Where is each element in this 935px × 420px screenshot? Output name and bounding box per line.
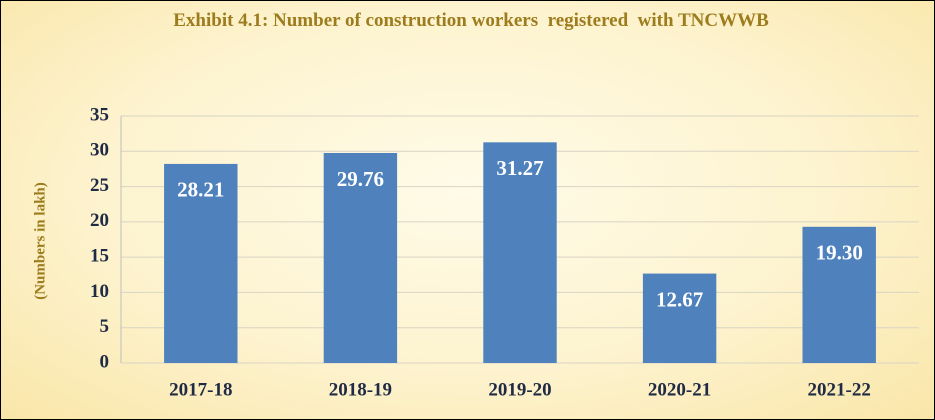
- data-label: 29.76: [337, 167, 384, 191]
- y-tick-label: 25: [90, 175, 109, 196]
- x-tick-label: 2021-22: [808, 379, 871, 400]
- y-tick-label: 20: [90, 210, 109, 231]
- bar: [323, 152, 398, 363]
- x-tick-label: 2019-20: [488, 379, 551, 400]
- data-label: 28.21: [177, 178, 224, 202]
- x-tick-label: 2020-21: [648, 379, 711, 400]
- y-tick-label: 15: [90, 246, 109, 267]
- bar: [164, 163, 238, 363]
- x-tick-label: 2018-19: [329, 379, 392, 400]
- data-label: 12.67: [656, 287, 703, 311]
- bar: [802, 226, 876, 363]
- y-tick-label: 5: [100, 316, 110, 337]
- y-tick-label: 0: [100, 351, 110, 372]
- y-axis-label: (Numbers in lakh): [32, 182, 48, 300]
- data-label: 31.27: [496, 156, 543, 180]
- y-tick-label: 35: [90, 104, 109, 125]
- bar: [483, 142, 557, 363]
- data-label: 19.30: [816, 241, 863, 265]
- y-tick-label: 30: [90, 140, 109, 161]
- y-tick-label: 10: [90, 281, 109, 302]
- x-tick-label: 2017-18: [169, 379, 232, 400]
- chart-title: Exhibit 4.1: Number of construction work…: [173, 10, 769, 31]
- bar: [642, 273, 717, 363]
